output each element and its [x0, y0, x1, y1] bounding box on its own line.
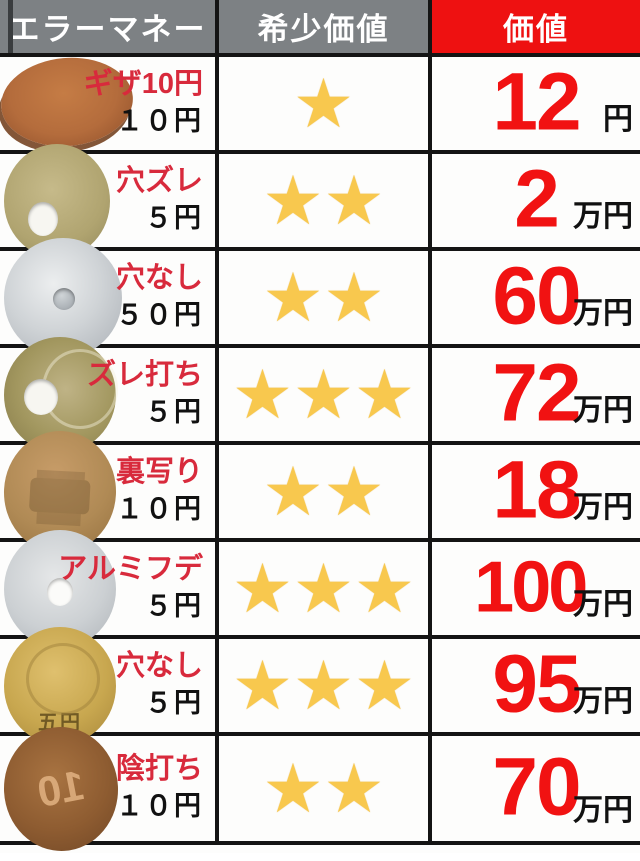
label-block: 穴ズレ ５円 [116, 164, 203, 233]
denomination-label: １０円 [116, 105, 203, 136]
error-money-cell: 穴ズレ ５円 [0, 143, 219, 258]
star-rating: ★★★ [232, 356, 415, 433]
value-cell: 60 万円 [432, 251, 640, 344]
value-cell: 70 万円 [432, 736, 640, 841]
table-row: 裏写り １０円 ★★ 18 万円 [0, 427, 640, 556]
denomination-label: ５０円 [116, 299, 203, 330]
label-block: 裏写り １０円 [116, 455, 203, 524]
value-unit: 万円 [573, 794, 633, 827]
error-type-label: ズレ打ち [86, 358, 203, 391]
value-unit: 万円 [573, 297, 633, 330]
label-block: 穴なし ５円 [116, 649, 203, 718]
rarity-cell: ★★★ [219, 348, 432, 441]
denomination-label: １０円 [116, 790, 203, 821]
coin-photo-10yen: 10 [0, 723, 122, 854]
coin-engraving: 10 [33, 760, 89, 816]
value-number: 60 [492, 249, 581, 341]
value-cell: 2 万円 [432, 154, 640, 247]
table-row: 10 陰打ち １０円 ★★ 70 万円 [0, 723, 640, 854]
value-unit: 円 [603, 103, 633, 136]
label-block: ギザ10円 １０円 [84, 67, 203, 136]
table-row: 穴ズレ ５円 ★★ 2 万円 [0, 143, 640, 258]
label-block: ズレ打ち ５円 [87, 358, 203, 427]
value-number: 70 [492, 740, 581, 832]
value-cell: 72 万円 [432, 348, 640, 441]
rarity-cell: ★ [219, 57, 432, 150]
value-number: 2 [514, 152, 560, 244]
error-type-label: ギザ10円 [83, 67, 203, 100]
error-money-cell: 10 陰打ち １０円 [0, 723, 219, 854]
value-number: 95 [492, 637, 581, 729]
denomination-label: ５円 [145, 202, 203, 233]
header-rarity: 希少価値 [219, 0, 432, 53]
rarity-cell: ★★ [219, 154, 432, 247]
star-rating: ★ [293, 65, 354, 142]
denomination-label: ５円 [145, 396, 203, 427]
error-type-label: 穴なし [115, 261, 203, 294]
rarity-cell: ★★★ [219, 639, 432, 732]
value-number: 12 [492, 55, 581, 147]
header-error-money: エラーマネー [0, 0, 219, 53]
star-rating: ★★★ [232, 647, 415, 724]
rarity-cell: ★★ [219, 445, 432, 538]
label-block: 陰打ち １０円 [116, 752, 203, 821]
label-block: 穴なし ５０円 [116, 261, 203, 330]
table-row: アルミフデ ５円 ★★★ 100 万円 [0, 529, 640, 648]
error-type-label: 裏写り [115, 455, 203, 488]
value-cell: 12 円 [432, 57, 640, 150]
table-row: 穴なし ５０円 ★★ 60 万円 [0, 237, 640, 358]
value-number: 72 [492, 346, 581, 438]
value-unit: 万円 [573, 685, 633, 718]
rarity-cell: ★★★ [219, 542, 432, 635]
value-unit: 万円 [573, 394, 633, 427]
star-rating: ★★ [262, 162, 385, 239]
header-value: 価値 [432, 0, 640, 53]
star-rating: ★★★ [232, 550, 415, 627]
denomination-label: ５円 [145, 590, 203, 621]
rarity-cell: ★★ [219, 251, 432, 344]
label-block: アルミフデ ５円 [58, 552, 203, 621]
star-rating: ★★ [262, 259, 385, 336]
error-type-label: 穴なし [115, 649, 203, 682]
error-money-cell: 穴なし ５０円 [0, 237, 219, 358]
value-unit: 万円 [573, 200, 633, 233]
value-unit: 万円 [573, 588, 633, 621]
error-money-cell: ズレ打ち ５円 [0, 336, 219, 453]
error-money-cell: 五円 穴なし ５円 [0, 626, 219, 745]
value-cell: 95 万円 [432, 639, 640, 732]
value-unit: 万円 [573, 491, 633, 524]
error-type-label: 陰打ち [115, 752, 203, 785]
denomination-label: １０円 [116, 493, 203, 524]
star-rating: ★★ [262, 750, 385, 827]
error-type-label: アルミフデ [58, 552, 203, 585]
table-row: 五円 穴なし ５円 ★★★ 95 万円 [0, 626, 640, 745]
error-type-label: 穴ズレ [115, 164, 203, 197]
rarity-cell: ★★ [219, 736, 432, 841]
denomination-label: ５円 [145, 687, 203, 718]
value-cell: 18 万円 [432, 445, 640, 538]
error-money-cell: 裏写り １０円 [0, 427, 219, 556]
table-row-partial [0, 845, 640, 853]
table-header: エラーマネー 希少価値 価値 [0, 0, 640, 57]
error-money-cell: ギザ10円 １０円 [0, 51, 219, 152]
table-row: ギザ10円 １０円 ★ 12 円 [0, 51, 640, 154]
value-number: 18 [492, 443, 581, 535]
value-cell: 100 万円 [432, 542, 640, 635]
table-row: ズレ打ち ５円 ★★★ 72 万円 [0, 336, 640, 453]
star-rating: ★★ [262, 453, 385, 530]
value-number: 100 [474, 547, 588, 628]
error-money-cell: アルミフデ ５円 [0, 529, 219, 648]
